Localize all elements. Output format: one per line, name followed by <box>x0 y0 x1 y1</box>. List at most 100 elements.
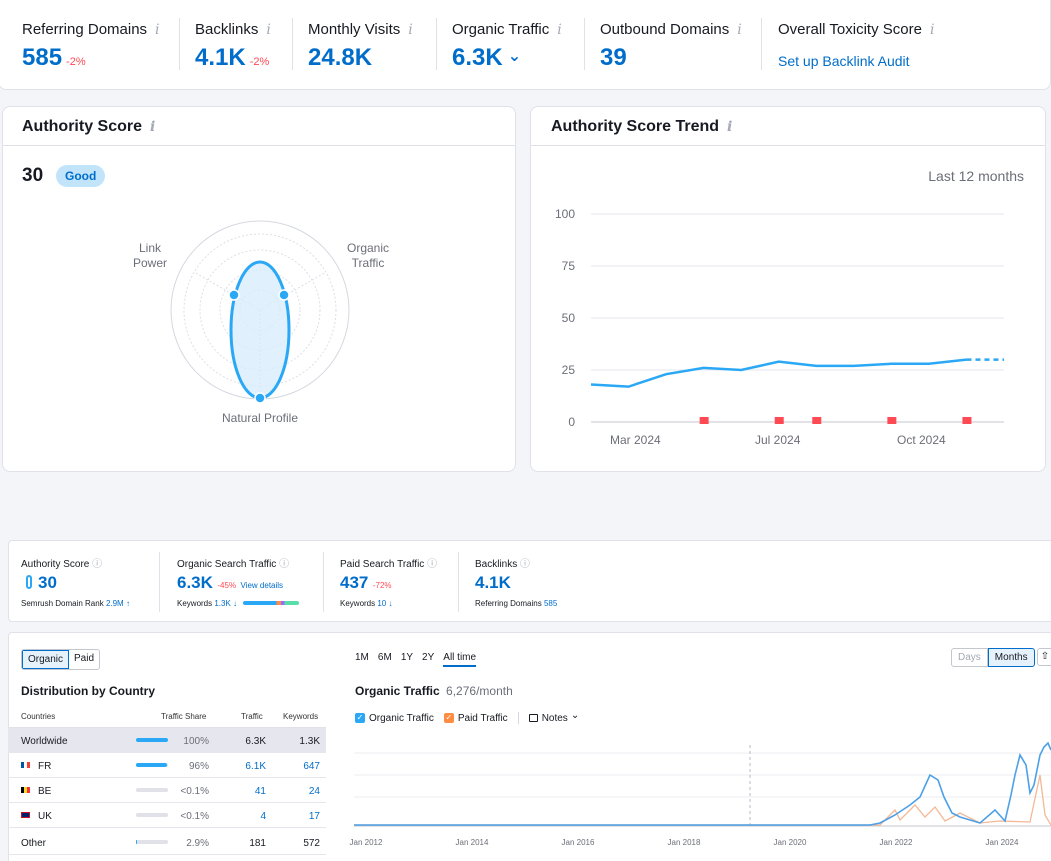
summary-label: Authority Score ⓘ <box>21 555 130 570</box>
y-tick: 50 <box>561 311 575 325</box>
granularity-days[interactable]: Days <box>951 648 988 667</box>
range-tab-active[interactable]: All time <box>443 652 477 667</box>
table-row[interactable]: Other 2.9% 181 572 <box>8 830 326 855</box>
info-circle-icon[interactable]: ⓘ <box>427 559 438 570</box>
y-tick: 25 <box>561 363 575 377</box>
checkbox-checked-icon[interactable]: ✓ <box>355 713 365 723</box>
share-value: <0.1% <box>180 811 209 822</box>
notes-button[interactable]: Notes <box>541 712 568 724</box>
keywords-value[interactable]: 647 <box>303 761 320 772</box>
info-icon[interactable]: i <box>737 22 742 38</box>
divider <box>517 712 519 724</box>
summary-sub-label: Keywords <box>177 599 213 608</box>
traffic-legend: ✓ Organic Traffic ✓ Paid Traffic Notes ⌄ <box>355 709 580 724</box>
metric-value: 39 <box>600 44 627 71</box>
traffic-title: Organic Traffic 6,276/month <box>355 684 513 698</box>
authority-trend-card <box>530 106 1046 472</box>
trend-range: Last 12 months <box>928 168 1024 184</box>
distribution-title: Distribution by Country <box>21 684 155 698</box>
traffic-value[interactable]: 4 <box>260 811 266 822</box>
x-tick: Jan 2012 <box>350 838 383 847</box>
country-name: FR <box>38 761 52 772</box>
toggle-paid[interactable]: Paid <box>74 653 95 664</box>
metrics-card <box>0 0 1051 90</box>
organic-traffic-line <box>354 741 1051 826</box>
country-name: Worldwide <box>21 736 68 747</box>
legend-paid[interactable]: Paid Traffic <box>457 712 508 724</box>
info-circle-icon[interactable]: ⓘ <box>520 559 531 570</box>
info-icon[interactable]: i <box>727 119 733 135</box>
x-tick: Jan 2022 <box>880 838 913 847</box>
country-name: BE <box>38 786 52 797</box>
keywords-value[interactable]: 24 <box>308 786 320 797</box>
divider <box>292 18 293 70</box>
range-tab[interactable]: 1Y <box>400 652 414 663</box>
info-icon[interactable]: i <box>150 119 156 135</box>
summary-sub-label: Semrush Domain Rank <box>21 599 104 608</box>
share-bar <box>136 840 168 844</box>
share-bar-fill <box>136 738 168 742</box>
share-bar <box>136 738 168 742</box>
info-circle-icon[interactable]: ⓘ <box>279 559 290 570</box>
event-marker <box>699 417 709 424</box>
info-icon[interactable]: i <box>929 22 935 38</box>
authority-score-value: 30 <box>22 165 44 186</box>
summary-backlinks: Backlinks ⓘ 4.1K Referring Domains 585 <box>475 555 557 608</box>
summary-label-text: Paid Search Traffic <box>340 559 425 570</box>
export-icon[interactable]: ⇧ <box>1037 648 1051 666</box>
share-value: 2.9% <box>186 838 209 849</box>
summary-label-text: Authority Score <box>21 559 90 570</box>
toggle-organic[interactable]: Organic <box>22 650 70 669</box>
table-row[interactable]: UK <0.1% 4 17 <box>8 803 326 828</box>
notes-icon[interactable] <box>528 714 538 722</box>
paid-traffic-line <box>354 774 1051 826</box>
event-marker <box>887 417 897 424</box>
radar-label-organic-traffic: Organic Traffic <box>338 241 398 271</box>
legend-organic[interactable]: Organic Traffic <box>369 712 434 724</box>
traffic-value[interactable]: 6.1K <box>245 761 266 772</box>
traffic-value[interactable]: 41 <box>254 786 266 797</box>
range-tab[interactable]: 2Y <box>422 652 435 663</box>
summary-sub-value[interactable]: 10 ↓ <box>377 599 393 608</box>
authority-title: Authority Score i <box>22 118 155 136</box>
granularity-months[interactable]: Months <box>987 648 1035 667</box>
table-row[interactable]: BE <0.1% 41 24 <box>8 778 326 803</box>
info-icon[interactable]: i <box>155 22 160 38</box>
info-icon[interactable]: i <box>557 22 562 38</box>
summary-sub-value[interactable]: 2.9M ↑ <box>105 599 130 608</box>
view-details-link[interactable]: View details <box>240 581 284 590</box>
metric-value: 4.1K <box>195 44 246 71</box>
info-icon[interactable]: i <box>266 22 271 38</box>
info-icon[interactable]: i <box>408 22 413 38</box>
checkbox-checked-icon[interactable]: ✓ <box>443 713 454 723</box>
share-bar <box>136 813 168 817</box>
status-badge: Good <box>56 165 106 187</box>
country-name: Other <box>21 838 47 849</box>
chevron-down-icon[interactable]: ⌄ <box>507 48 522 65</box>
share-value: 100% <box>183 736 209 747</box>
range-tab[interactable]: 1M <box>355 652 369 663</box>
share-bar <box>136 763 168 767</box>
event-marker <box>774 417 784 424</box>
summary-sub-value[interactable]: 1.3K ↓ <box>214 599 238 608</box>
summary-sub-value[interactable]: 585 <box>543 599 558 608</box>
keywords-value[interactable]: 17 <box>308 811 320 822</box>
divider <box>323 552 324 612</box>
table-row[interactable]: FR 96% 6.1K 647 <box>8 753 326 778</box>
summary-value: 437 <box>340 573 369 592</box>
radar-label-line: Organic <box>346 241 390 255</box>
authority-title-text: Authority Score <box>22 118 143 135</box>
info-circle-icon[interactable]: ⓘ <box>92 559 103 570</box>
x-tick: Jan 2018 <box>668 838 701 847</box>
summary-value: 4.1K <box>475 573 511 592</box>
backlink-audit-link[interactable]: Set up Backlink Audit <box>778 53 910 69</box>
share-value: 96% <box>188 761 209 772</box>
radar-label-line: Power <box>132 256 167 270</box>
divider <box>159 552 160 612</box>
share-bar-fill <box>136 840 137 844</box>
x-tick: Oct 2024 <box>897 433 946 447</box>
chevron-down-icon[interactable]: ⌄ <box>570 709 580 721</box>
table-row[interactable]: Worldwide 100% 6.3K 1.3K <box>8 728 326 753</box>
trend-title: Authority Score Trend i <box>551 118 732 136</box>
range-tab[interactable]: 6M <box>377 652 392 663</box>
